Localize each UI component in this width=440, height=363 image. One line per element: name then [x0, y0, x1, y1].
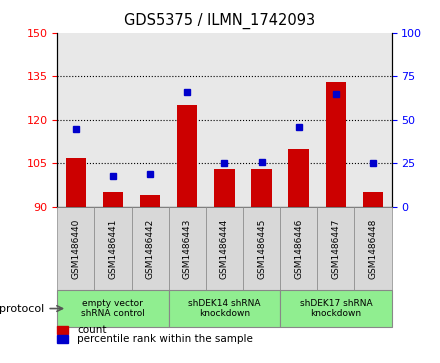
Text: GSM1486446: GSM1486446 [294, 219, 303, 279]
Text: GSM1486441: GSM1486441 [108, 219, 117, 279]
Bar [251, 169, 272, 207]
Text: shDEK17 shRNA
knockdown: shDEK17 shRNA knockdown [300, 299, 372, 318]
Text: GSM1486445: GSM1486445 [257, 219, 266, 279]
Bar [363, 192, 383, 207]
Bar [289, 149, 309, 207]
Text: count: count [77, 325, 106, 335]
Bar [326, 82, 346, 207]
Bar [177, 105, 198, 207]
Text: GSM1486443: GSM1486443 [183, 219, 192, 279]
Bar [214, 169, 235, 207]
Text: percentile rank within the sample: percentile rank within the sample [77, 334, 253, 344]
Text: GSM1486440: GSM1486440 [71, 219, 80, 279]
Text: GSM1486448: GSM1486448 [369, 219, 378, 279]
Text: GDS5375 / ILMN_1742093: GDS5375 / ILMN_1742093 [125, 13, 315, 29]
Text: protocol: protocol [0, 303, 44, 314]
Text: shDEK14 shRNA
knockdown: shDEK14 shRNA knockdown [188, 299, 260, 318]
Text: GSM1486447: GSM1486447 [331, 219, 341, 279]
Bar [140, 195, 160, 207]
Bar [103, 192, 123, 207]
Text: GSM1486444: GSM1486444 [220, 219, 229, 279]
Bar [66, 158, 86, 207]
Text: GSM1486442: GSM1486442 [146, 219, 154, 279]
Text: empty vector
shRNA control: empty vector shRNA control [81, 299, 145, 318]
